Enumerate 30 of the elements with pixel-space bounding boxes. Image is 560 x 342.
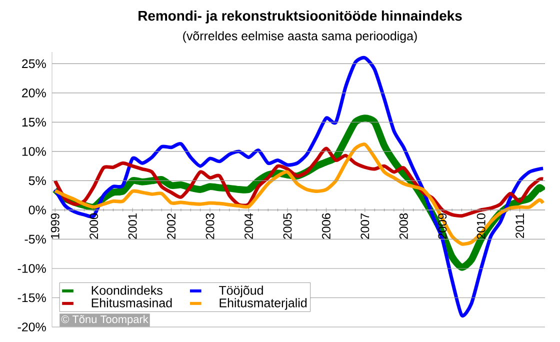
x-tick-label: 2011 xyxy=(516,213,524,238)
x-tick-label: 2008 xyxy=(399,213,408,239)
x-tick-label: 2009 xyxy=(438,213,447,239)
x-tick-label: 1999 xyxy=(50,213,60,239)
y-tick-label: 20% xyxy=(22,88,46,98)
legend-label: Ehitusmasinad xyxy=(92,298,172,308)
y-tick-label: -20% xyxy=(18,322,46,332)
y-tick-label: 0% xyxy=(28,206,46,214)
x-tick-label: 2000 xyxy=(90,213,98,239)
x-tick-label: 2007 xyxy=(360,214,370,239)
y-tick-label: -5% xyxy=(24,234,46,244)
x-tick-label: 2004 xyxy=(244,213,253,239)
y-tick-label: -15% xyxy=(18,293,46,302)
y-tick-label: 25% xyxy=(22,59,46,68)
legend-label: Ehitusmaterjalid xyxy=(220,298,307,310)
y-tick-label: -10% xyxy=(18,264,46,273)
x-tick-label: 2010 xyxy=(476,213,486,239)
annotation: © Tõnu Toompark xyxy=(61,315,148,326)
y-tick-label: 5% xyxy=(28,176,46,186)
chart-subtitle: (võrreldes eelmise aasta sama perioodiga) xyxy=(183,31,417,43)
y-tick-label: 15% xyxy=(22,118,46,127)
x-tick-label: 2001 xyxy=(128,213,137,239)
x-tick-label: 2002 xyxy=(167,214,176,239)
x-tick-label: 2003 xyxy=(206,213,214,239)
chart-title: Remondi- ja rekonstruktsioonitööde hinnaindeks xyxy=(138,10,462,24)
y-tick-label: 10% xyxy=(22,147,46,156)
legend-label: Koondindeks xyxy=(92,286,162,295)
legend-label: Tööjõud xyxy=(219,286,263,298)
x-tick-label: 2006 xyxy=(322,213,330,239)
x-tick-label: 2005 xyxy=(283,213,292,239)
